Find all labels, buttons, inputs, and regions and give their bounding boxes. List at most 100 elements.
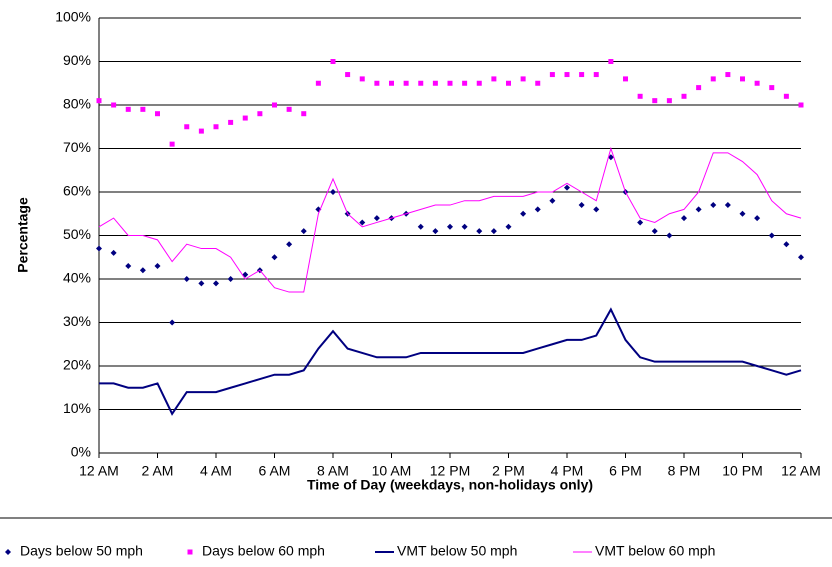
data-point — [242, 115, 248, 121]
data-point — [272, 102, 277, 108]
data-point — [315, 80, 321, 86]
data-point — [198, 128, 204, 134]
data-point — [578, 202, 585, 209]
data-point — [96, 245, 102, 252]
data-point — [695, 206, 702, 213]
data-point — [330, 59, 336, 64]
data-point — [227, 276, 234, 282]
data-point — [491, 76, 497, 82]
data-point — [637, 219, 644, 226]
x-tick-label: 6 AM — [259, 463, 291, 479]
data-point — [783, 93, 789, 99]
series-line — [98, 146, 802, 293]
data-point — [535, 80, 541, 86]
legend-label: Days below 50 mph — [20, 543, 143, 559]
data-point — [754, 80, 760, 86]
data-point — [490, 228, 497, 235]
data-point — [579, 72, 585, 78]
data-point — [564, 72, 570, 78]
data-point — [608, 59, 614, 64]
data-point — [286, 241, 293, 248]
data-point — [651, 228, 658, 235]
data-point — [724, 202, 731, 209]
data-point — [725, 72, 731, 78]
y-axis-label: Percentage — [15, 197, 31, 273]
data-point — [359, 219, 366, 226]
data-point — [681, 215, 687, 222]
data-point — [768, 232, 775, 239]
y-tick-label: 10% — [63, 400, 91, 416]
x-tick-label: 4 AM — [200, 463, 232, 479]
data-point — [271, 254, 278, 261]
data-point — [447, 80, 453, 86]
x-tick-label: 2 PM — [492, 463, 525, 479]
data-point — [520, 76, 526, 82]
legend-label: VMT below 60 mph — [595, 543, 715, 559]
x-tick-label: 8 AM — [317, 463, 349, 479]
data-point — [169, 319, 176, 326]
data-point — [593, 72, 599, 78]
y-tick-label: 50% — [63, 226, 91, 242]
data-point — [549, 72, 555, 78]
data-point — [169, 141, 175, 147]
x-tick-label: 12 PM — [430, 463, 470, 479]
y-tick-label: 70% — [63, 139, 91, 155]
data-point — [623, 76, 628, 82]
data-point — [110, 249, 117, 256]
data-point — [198, 280, 205, 287]
data-point — [139, 267, 146, 274]
data-point — [739, 210, 746, 217]
data-point — [798, 254, 804, 261]
y-tick-label: 0% — [71, 444, 91, 460]
data-point — [417, 223, 424, 230]
data-point — [506, 80, 511, 86]
y-tick-label: 60% — [63, 183, 91, 199]
legend-symbol — [5, 549, 11, 555]
data-point — [154, 262, 161, 269]
data-point — [637, 93, 643, 99]
legend-symbol — [187, 549, 193, 555]
data-point — [432, 228, 439, 235]
data-point — [183, 276, 190, 282]
y-tick-label: 30% — [63, 313, 91, 329]
x-tick-label: 12 AM — [781, 463, 821, 479]
data-point — [403, 80, 409, 86]
data-point — [769, 85, 775, 91]
x-tick-label: 12 AM — [79, 463, 119, 479]
data-point — [213, 280, 219, 287]
data-point — [520, 210, 527, 217]
data-point — [564, 184, 570, 191]
data-point — [666, 98, 672, 104]
x-tick-label: 10 PM — [722, 463, 762, 479]
y-tick-label: 80% — [63, 96, 91, 112]
data-point — [447, 223, 453, 230]
data-point — [213, 124, 219, 130]
data-point — [359, 76, 365, 82]
data-point — [257, 111, 263, 117]
data-point — [549, 197, 556, 204]
data-point — [418, 80, 424, 86]
data-point — [345, 72, 351, 78]
data-point — [740, 76, 745, 82]
data-point — [534, 206, 541, 213]
data-point — [184, 124, 190, 130]
x-tick-label: 4 PM — [551, 463, 584, 479]
data-point — [140, 106, 146, 112]
y-tick-label: 90% — [63, 52, 91, 68]
data-point — [476, 80, 482, 86]
data-point — [373, 215, 380, 222]
y-tick-label: 100% — [55, 9, 91, 25]
legend-label: VMT below 50 mph — [397, 543, 517, 559]
data-point — [125, 106, 131, 112]
series-line — [99, 307, 802, 416]
data-point — [681, 93, 687, 99]
data-point — [286, 106, 292, 112]
data-point — [783, 241, 790, 248]
x-axis-label: Time of Day (weekdays, non-holidays only… — [307, 477, 593, 493]
data-point — [666, 232, 673, 239]
data-point — [754, 215, 761, 222]
data-point — [432, 80, 438, 86]
data-point — [125, 262, 132, 269]
data-point — [374, 80, 380, 86]
